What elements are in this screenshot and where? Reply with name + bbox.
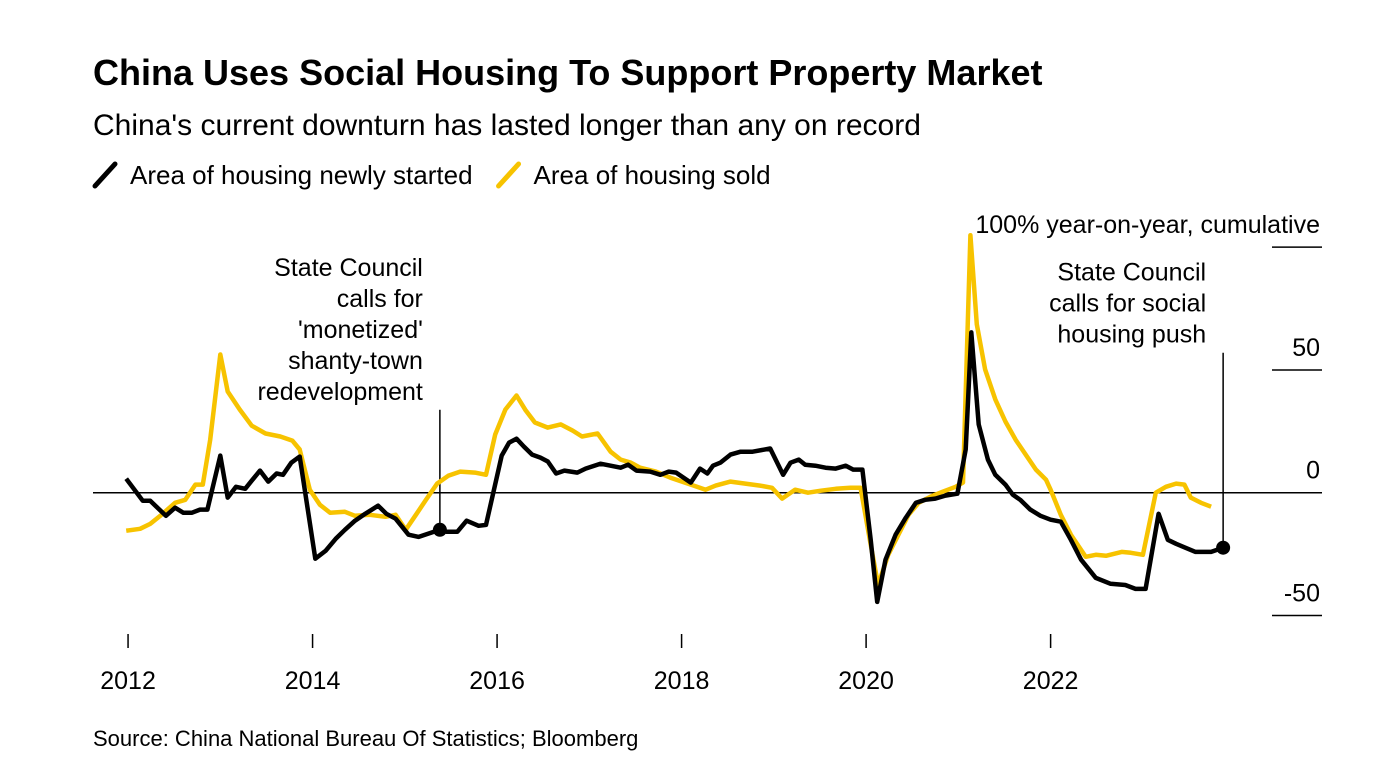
- y-tick-label: 100% year-on-year, cumulative: [975, 211, 1320, 239]
- chart-title: China Uses Social Housing To Support Pro…: [93, 52, 1042, 93]
- x-tick-label: 2022: [1023, 667, 1079, 695]
- annotation-text: redevelopment: [257, 378, 422, 406]
- x-tick-label: 2016: [469, 667, 525, 695]
- legend-swatch: [92, 161, 118, 189]
- x-tick-label: 2018: [654, 667, 710, 695]
- annotation-text: 'monetized': [298, 316, 423, 344]
- annotation-dot: [432, 522, 447, 537]
- y-tick-label: 50: [1292, 334, 1320, 362]
- chart-subtitle: China's current downturn has lasted long…: [93, 109, 921, 142]
- x-tick-label: 2014: [285, 667, 341, 695]
- legend-label: Area of housing newly started: [130, 160, 473, 190]
- annotation-dot: [1216, 540, 1231, 555]
- x-tick-label: 2020: [838, 667, 894, 695]
- source: Source: China National Bureau Of Statist…: [93, 726, 638, 751]
- legend-label: Area of housing sold: [534, 160, 771, 190]
- annotation-text: housing push: [1057, 321, 1206, 349]
- annotation-text: calls for: [337, 285, 423, 313]
- y-tick-label: 0: [1306, 457, 1320, 485]
- annotation-text: State Council: [1057, 259, 1206, 287]
- annotation-text: calls for social: [1049, 290, 1206, 318]
- annotation-text: State Council: [274, 254, 423, 282]
- y-tick-label: -50: [1284, 579, 1320, 607]
- x-tick-label: 2012: [100, 667, 156, 695]
- legend-swatch: [496, 161, 522, 189]
- series-line: [125, 232, 1212, 588]
- annotation-text: shanty-town: [288, 347, 423, 375]
- series-line: [124, 330, 1224, 605]
